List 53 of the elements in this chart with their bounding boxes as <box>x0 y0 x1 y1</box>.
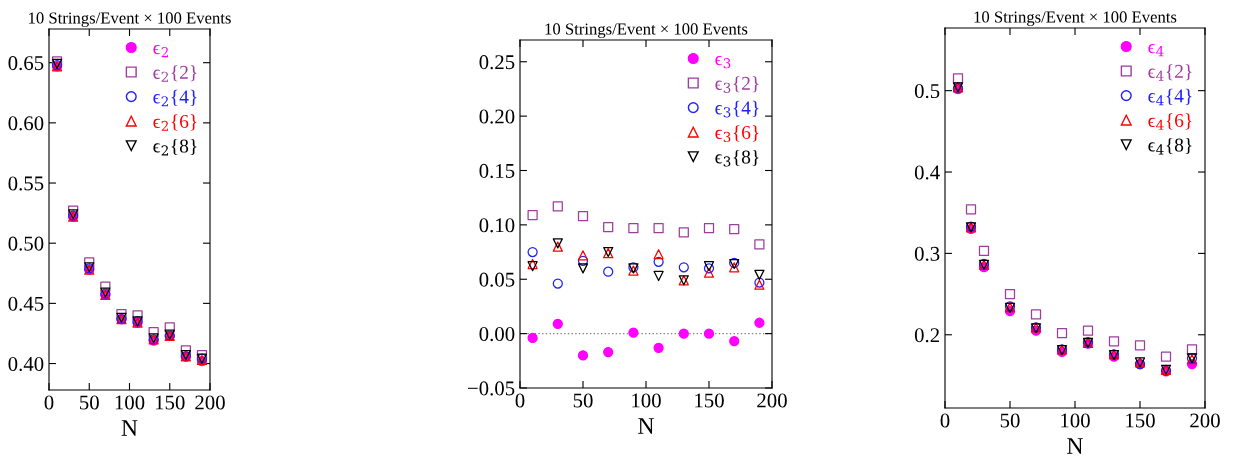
y-tick-label: 0.00 <box>479 327 515 342</box>
legend-label: ϵ$_{3}${2} <box>715 76 759 93</box>
x-tick-label: 100 <box>115 395 145 410</box>
y-tick-label: 0.2 <box>914 328 939 343</box>
x-axis-title: N <box>121 420 138 436</box>
x-tick-label: 150 <box>155 395 185 410</box>
legend-label: ϵ$_{2}${4} <box>153 89 197 107</box>
legend-label: ϵ$_{4}${6} <box>1148 113 1192 130</box>
x-tick-label: 150 <box>695 393 724 408</box>
legend-label: ϵ$_{4}${8} <box>1148 137 1192 155</box>
legend-label: ϵ$_{2}$ <box>153 44 169 58</box>
y-tick-label: −0.05 <box>467 381 515 396</box>
y-tick-label: 0.20 <box>479 109 515 124</box>
y-tick-label: 0.10 <box>479 218 515 233</box>
legend-label: ϵ$_{4}${2} <box>1148 64 1192 81</box>
x-tick-label: 50 <box>80 395 99 410</box>
legend-label: ϵ$_{3}${4} <box>715 100 759 118</box>
legend-label: ϵ$_{3}$ <box>715 55 731 69</box>
legend-label: ϵ$_{4}${4} <box>1148 88 1192 106</box>
x-tick-label: 50 <box>1000 413 1020 428</box>
x-tick-label: 50 <box>573 393 593 408</box>
y-tick-label: 0.25 <box>479 55 515 70</box>
x-axis-title: N <box>638 418 654 434</box>
chart-title: 10 Strings/Event × 100 Events <box>545 23 748 39</box>
y-tick-label: 0.55 <box>8 176 44 191</box>
legend-label: ϵ$_{2}${2} <box>153 65 197 82</box>
x-tick-label: 0 <box>515 393 525 408</box>
x-tick-label: 100 <box>632 393 661 408</box>
x-tick-label: 0 <box>940 413 950 428</box>
y-tick-label: 0.45 <box>8 296 44 311</box>
legend-label: ϵ$_{2}${6} <box>153 114 197 131</box>
y-tick-label: 0.50 <box>8 236 44 251</box>
x-tick-label: 100 <box>1061 413 1090 428</box>
x-axis-title: N <box>1067 438 1083 454</box>
y-tick-label: 0.05 <box>479 272 515 287</box>
y-tick-label: 0.15 <box>479 163 515 179</box>
y-tick-label: 0.5 <box>914 84 940 99</box>
y-tick-label: 0.40 <box>8 356 44 372</box>
chart-title: 10 Strings/Event × 100 Events <box>974 11 1177 27</box>
y-tick-label: 0.4 <box>914 165 940 180</box>
x-tick-label: 200 <box>1190 413 1220 428</box>
x-tick-label: 200 <box>195 395 225 410</box>
y-tick-label: 0.3 <box>914 246 940 261</box>
legend-label: ϵ$_{4}$ <box>1148 43 1164 57</box>
chart-title: 10 Strings/Event × 100 Events <box>29 12 231 28</box>
y-tick-label: 0.65 <box>8 56 44 71</box>
x-tick-label: 200 <box>757 393 787 408</box>
legend-label: ϵ$_{3}${8} <box>715 149 759 167</box>
x-tick-label: 0 <box>44 395 54 410</box>
y-tick-label: 0.60 <box>8 116 44 131</box>
legend-label: ϵ$_{2}${8} <box>153 138 197 156</box>
x-tick-label: 150 <box>1126 413 1155 428</box>
legend-label: ϵ$_{3}${6} <box>715 125 759 143</box>
